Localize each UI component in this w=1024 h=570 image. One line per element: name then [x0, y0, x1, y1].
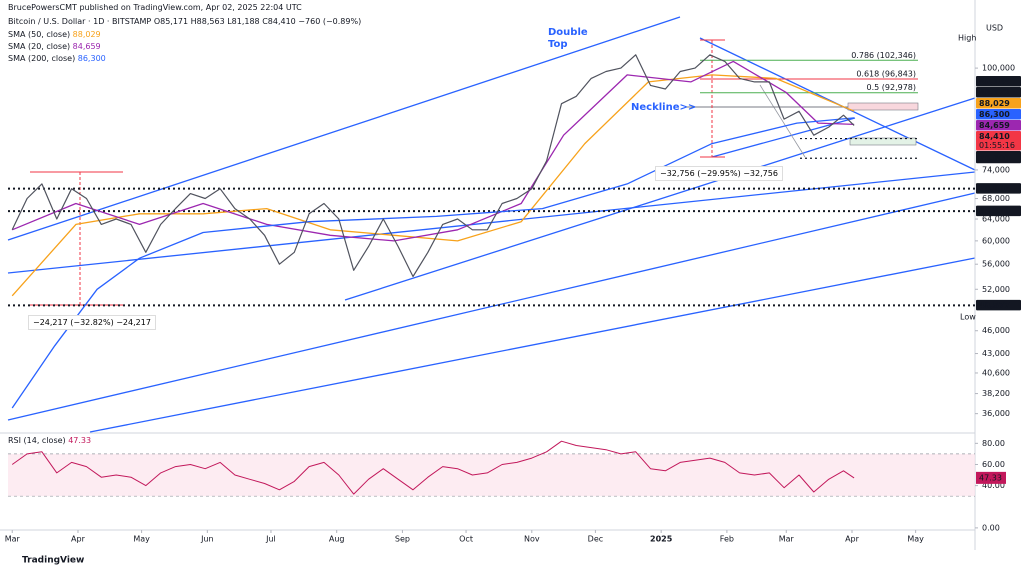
price-badge-label: 49,577: [979, 301, 1010, 310]
price-badge-label: 84,410: [979, 132, 1010, 141]
price-badge: [976, 75, 1021, 87]
y-tick-label: 46,000: [982, 326, 1010, 335]
trendline: [89, 257, 976, 433]
x-tick-label: May: [133, 535, 150, 544]
price-badge-label: 86,300: [979, 110, 1010, 119]
price-badge-label: 88,772: [979, 88, 1010, 97]
y-tick-label: 100,000: [982, 64, 1015, 73]
y-tick-label: 80.00: [982, 439, 1005, 448]
y-tick-label: 56,000: [982, 260, 1010, 269]
sma-line: [11, 74, 855, 297]
symbol: Bitcoin / U.S. Dollar · 1D · BITSTAMP: [8, 17, 152, 26]
fib-label: 0.618 (96,843): [856, 69, 916, 78]
price-badge-label: 65,510: [979, 207, 1010, 216]
x-tick-label: Jul: [265, 535, 276, 544]
rsi-badge-label: 47.33: [979, 473, 1002, 482]
fib-label: 0.5 (92,978): [867, 83, 917, 92]
neckline-label: Neckline>>: [631, 102, 697, 113]
rsi-legend: RSI (14, close) 47.33: [8, 436, 91, 445]
y-tick-label: 40.00: [982, 481, 1005, 490]
x-tick-label: Feb: [720, 535, 734, 544]
high-label: High: [958, 34, 976, 43]
fib-label: 0.786 (102,346): [851, 51, 916, 60]
legend-name: SMA (200, close): [8, 54, 76, 63]
y-tick-label: 36,000: [982, 409, 1010, 418]
rsi-band: [8, 453, 975, 497]
price-badge-label: 89,164: [979, 77, 1010, 86]
y-tick-label: 52,000: [982, 285, 1010, 294]
x-tick-label: 2025: [650, 535, 673, 544]
price-badge: [976, 205, 1021, 217]
legend-entry: SMA (50, close) 88,029: [8, 30, 101, 39]
y-tick-label: 43,000: [982, 349, 1010, 358]
rsi-badge: [976, 471, 1006, 484]
x-tick-label: Mar: [779, 535, 795, 544]
trendline: [759, 84, 806, 158]
countdown: 01:55:16: [979, 141, 1015, 150]
ohlc: O85,171 H88,563 L81,188 C84,410 −760 (−0…: [153, 17, 362, 26]
price-badge: [976, 108, 1021, 120]
price-badge-label: 70,016: [979, 184, 1010, 193]
legend-value: 88,029: [72, 30, 101, 39]
price-badge: [976, 130, 1021, 151]
legend-name: SMA (50, close): [8, 30, 71, 39]
price-badge: [976, 97, 1021, 109]
price-badge: [976, 299, 1021, 311]
trendline: [7, 192, 976, 421]
target-box: [849, 137, 917, 146]
y-tick-label: 60,000: [982, 236, 1010, 245]
legend-name: RSI (14, close): [8, 436, 66, 445]
legend-name: SMA (20, close): [8, 42, 71, 51]
y-tick-label: 40,600: [982, 368, 1010, 377]
price-badge: [976, 119, 1021, 131]
price-line: [11, 54, 855, 278]
price-badge-label: 76,600: [979, 154, 1010, 163]
x-tick-label: Mar: [5, 535, 21, 544]
x-tick-label: Apr: [71, 535, 86, 544]
symbol-line: Bitcoin / U.S. Dollar · 1D · BITSTAMP O8…: [8, 17, 361, 26]
y-tick-label: 60.00: [982, 460, 1005, 469]
x-tick-label: Apr: [845, 535, 860, 544]
y-tick-label: 0.00: [982, 523, 1000, 532]
x-tick-label: Dec: [588, 535, 603, 544]
price-badge: [976, 152, 1021, 164]
x-tick-label: Oct: [459, 535, 473, 544]
x-tick-label: Nov: [524, 535, 540, 544]
trendline: [344, 97, 976, 301]
sma-line: [11, 117, 855, 409]
drop-label: −24,217 (−32.82%) −24,217: [28, 315, 156, 330]
byline: BrucePowersCMT published on TradingView.…: [8, 3, 302, 12]
legend-entry: SMA (200, close) 86,300: [8, 54, 106, 63]
low-label: Low: [960, 313, 976, 322]
price-badge: [976, 86, 1021, 98]
y-tick-label: 64,000: [982, 215, 1010, 224]
rsi-line: [11, 440, 855, 495]
y-tick-label: 68,000: [982, 194, 1010, 203]
trendline: [7, 16, 681, 241]
currency: USD: [986, 24, 1003, 33]
measures: [30, 39, 725, 306]
price-badge-label: 84,659: [979, 121, 1010, 130]
legend-entry: SMA (20, close) 84,659: [8, 42, 101, 51]
logo: TradingView: [22, 556, 84, 566]
x-tick-label: May: [907, 535, 924, 544]
neckline-box: [847, 102, 919, 111]
price-badge: [976, 183, 1021, 194]
legend-value: 84,659: [72, 42, 101, 51]
y-tick-label: 38,200: [982, 389, 1010, 398]
legend-value: 86,300: [77, 54, 106, 63]
legend-value: 47.33: [68, 436, 92, 445]
x-tick-label: Sep: [395, 535, 410, 544]
double-top: Double Top: [548, 27, 588, 50]
x-tick-label: Jun: [200, 535, 214, 544]
drop-label: −32,756 (−29.95%) −32,756: [655, 166, 783, 181]
x-tick-label: Aug: [329, 535, 345, 544]
y-tick-label: 74,000: [982, 165, 1010, 174]
price-badge-label: 88,029: [979, 99, 1010, 108]
